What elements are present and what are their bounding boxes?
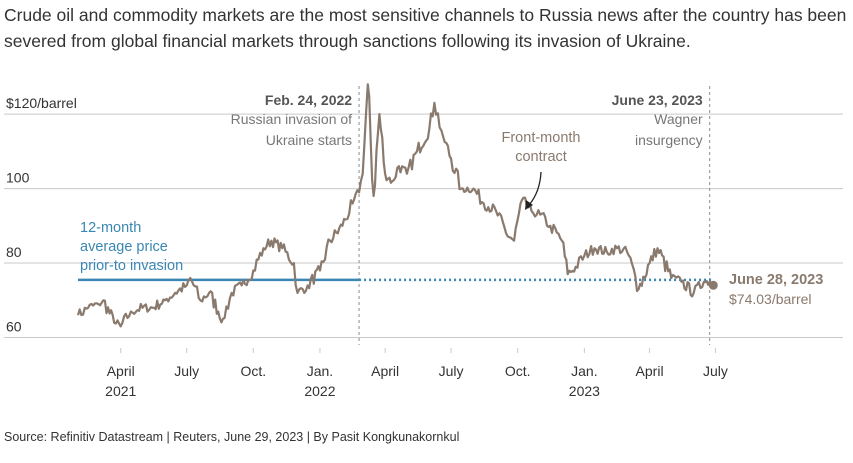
series-label-arrowhead (525, 200, 533, 210)
x-tick-label: July (174, 363, 199, 379)
x-tick-label: July (439, 363, 464, 379)
end-point-marker (708, 280, 718, 290)
event-description: insurgency (635, 132, 703, 148)
chart-subtitle: Crude oil and commodity markets are the … (4, 5, 847, 51)
event-title: June 23, 2023 (612, 92, 703, 108)
average-price-label: average price (80, 239, 168, 255)
series-label: Front-month (502, 130, 581, 146)
x-tick-label: Oct. (505, 363, 531, 379)
x-tick-year-label: 2023 (569, 383, 600, 399)
end-point-value-label: $74.03/barrel (729, 291, 812, 307)
end-point-date-label: June 28, 2023 (729, 272, 823, 288)
x-tick-label: Jan. (307, 363, 333, 379)
event-description: Russian invasion of (231, 111, 353, 127)
event-layer: Feb. 24, 2022 Russian invasion of Ukraine … (231, 86, 711, 345)
x-tick-label: April (107, 363, 135, 379)
event-description: Wagner (654, 111, 703, 127)
average-price-label: 12-month (80, 220, 141, 236)
x-tick-label: Jan. (571, 363, 597, 379)
x-tick-year-label: 2022 (304, 383, 335, 399)
grid-layer: $120/barrel 100 80 60 April 2021 July Oct. Jan. 2… (4, 95, 843, 399)
series-label-arrow (528, 171, 542, 206)
x-tick-label: April (636, 363, 664, 379)
source-credit: Source: Refinitiv Datastream | Reuters, … (4, 430, 460, 444)
x-tick-label: April (371, 363, 399, 379)
average-price-label: prior-to invasion (80, 258, 183, 274)
y-tick-label: 100 (6, 170, 30, 186)
y-tick-label: 80 (6, 244, 22, 260)
y-tick-label: $120/barrel (6, 95, 77, 111)
x-tick-year-label: 2021 (105, 383, 136, 399)
price-line-layer (76, 83, 718, 328)
average-price-layer: 12-month average price prior-to invasion (78, 220, 714, 282)
x-tick-label: July (703, 363, 728, 379)
label-layer: June 28, 2023 $74.03/barrel Front-month con… (502, 130, 824, 307)
event-title: Feb. 24, 2022 (265, 92, 352, 108)
x-tick-label: Oct. (240, 363, 266, 379)
event-description: Ukraine starts (266, 132, 352, 148)
series-label: contract (515, 149, 567, 165)
price-series-line (76, 83, 715, 328)
y-tick-label: 60 (6, 319, 22, 335)
